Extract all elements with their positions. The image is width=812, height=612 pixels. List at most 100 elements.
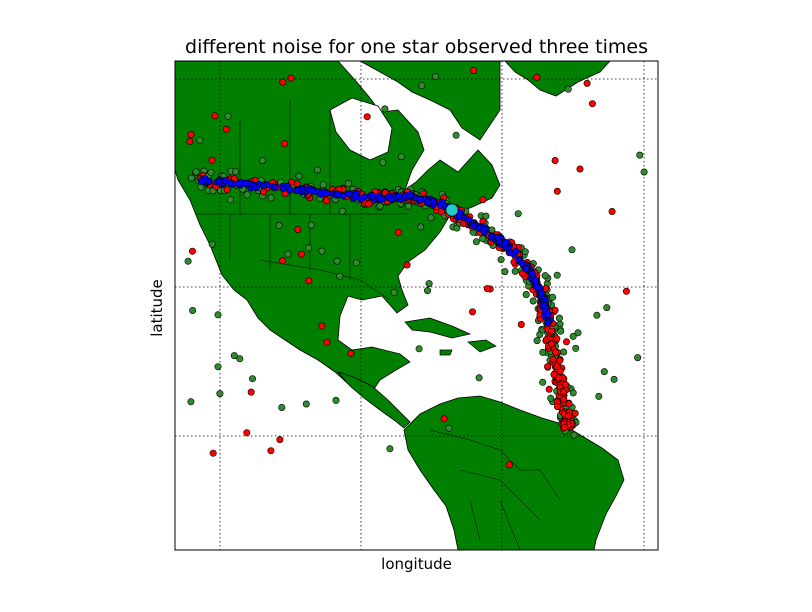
red-point bbox=[209, 449, 217, 457]
red-point bbox=[479, 196, 487, 204]
red-point bbox=[549, 355, 557, 363]
red-point bbox=[281, 140, 289, 148]
red-point bbox=[560, 395, 568, 403]
red-point bbox=[583, 79, 591, 87]
green-point bbox=[208, 240, 216, 248]
hispaniola bbox=[467, 339, 497, 353]
green-point bbox=[243, 191, 251, 199]
red-point bbox=[608, 208, 616, 216]
green-point bbox=[318, 247, 326, 255]
jamaica bbox=[439, 349, 453, 356]
south-america bbox=[403, 395, 625, 550]
green-point bbox=[452, 131, 460, 139]
green-point bbox=[302, 400, 310, 408]
green-point bbox=[610, 375, 618, 383]
blue-point bbox=[221, 177, 229, 185]
green-point bbox=[501, 268, 509, 276]
red-point bbox=[533, 73, 541, 81]
blue-point bbox=[317, 190, 325, 198]
red-point bbox=[571, 409, 579, 417]
green-point bbox=[560, 348, 568, 356]
plot-frame bbox=[174, 60, 659, 551]
red-point bbox=[560, 423, 568, 431]
green-point bbox=[431, 73, 439, 81]
red-point bbox=[550, 371, 558, 379]
green-point bbox=[497, 256, 505, 264]
green-point bbox=[187, 398, 195, 406]
red-point bbox=[564, 412, 572, 420]
green-point bbox=[418, 82, 426, 90]
blue-point bbox=[395, 192, 403, 200]
red-point bbox=[294, 226, 302, 234]
green-point bbox=[417, 223, 425, 231]
green-point bbox=[568, 246, 576, 254]
green-point bbox=[232, 168, 240, 176]
red-point bbox=[562, 338, 570, 346]
blue-point bbox=[416, 196, 424, 204]
green-point bbox=[214, 363, 222, 371]
green-point bbox=[640, 168, 648, 176]
blue-point bbox=[522, 265, 530, 273]
x-axis-label: longitude bbox=[381, 555, 452, 573]
blue-point bbox=[378, 195, 386, 203]
green-point bbox=[634, 354, 642, 362]
scatter-markers bbox=[184, 67, 648, 469]
green-point bbox=[472, 238, 480, 246]
green-point bbox=[511, 267, 519, 275]
blue-point bbox=[323, 189, 331, 197]
red-point bbox=[440, 415, 448, 423]
green-point bbox=[284, 250, 292, 258]
blue-point bbox=[469, 222, 477, 230]
green-point bbox=[236, 355, 244, 363]
red-point bbox=[318, 322, 326, 330]
red-point bbox=[186, 137, 194, 145]
blue-point bbox=[334, 190, 342, 198]
green-point bbox=[214, 311, 222, 319]
blue-point bbox=[286, 186, 294, 194]
blue-point bbox=[387, 195, 395, 203]
blue-point bbox=[406, 191, 414, 199]
red-point bbox=[551, 348, 559, 356]
green-point bbox=[216, 390, 224, 398]
blue-point bbox=[528, 269, 536, 277]
red-point bbox=[470, 67, 478, 75]
blue-point bbox=[242, 179, 250, 187]
green-point bbox=[224, 112, 232, 120]
red-point bbox=[588, 100, 596, 108]
central-america bbox=[336, 371, 411, 429]
greenland bbox=[504, 61, 611, 97]
blue-point bbox=[293, 187, 301, 195]
green-point bbox=[479, 235, 487, 243]
green-point bbox=[344, 179, 352, 187]
red-point bbox=[517, 320, 525, 328]
blue-point bbox=[279, 185, 287, 193]
green-point bbox=[192, 168, 200, 176]
red-point bbox=[208, 156, 216, 164]
green-point bbox=[529, 297, 537, 305]
red-point bbox=[287, 74, 295, 82]
red-point bbox=[483, 285, 491, 293]
green-point bbox=[307, 221, 315, 229]
red-point bbox=[223, 186, 231, 194]
red-point bbox=[545, 385, 553, 393]
blue-point bbox=[368, 192, 376, 200]
red-point bbox=[544, 363, 552, 371]
red-point bbox=[365, 200, 373, 208]
green-point bbox=[541, 272, 549, 280]
green-point bbox=[522, 290, 530, 298]
green-point bbox=[445, 424, 453, 432]
green-point bbox=[230, 352, 238, 360]
red-point bbox=[279, 78, 287, 86]
green-point bbox=[557, 327, 565, 335]
blue-point bbox=[309, 187, 317, 195]
blue-point bbox=[537, 289, 545, 297]
graticule bbox=[175, 61, 658, 550]
green-point bbox=[475, 374, 483, 382]
red-point bbox=[323, 338, 331, 346]
green-point bbox=[196, 136, 204, 144]
blue-point bbox=[487, 232, 495, 240]
blue-point bbox=[518, 259, 526, 267]
green-point bbox=[376, 202, 384, 210]
red-point bbox=[555, 374, 563, 382]
green-point bbox=[404, 202, 412, 210]
